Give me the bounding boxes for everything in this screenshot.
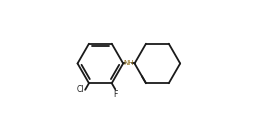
- Text: F: F: [114, 90, 118, 99]
- Text: Cl: Cl: [77, 85, 84, 94]
- Text: NH: NH: [124, 60, 134, 66]
